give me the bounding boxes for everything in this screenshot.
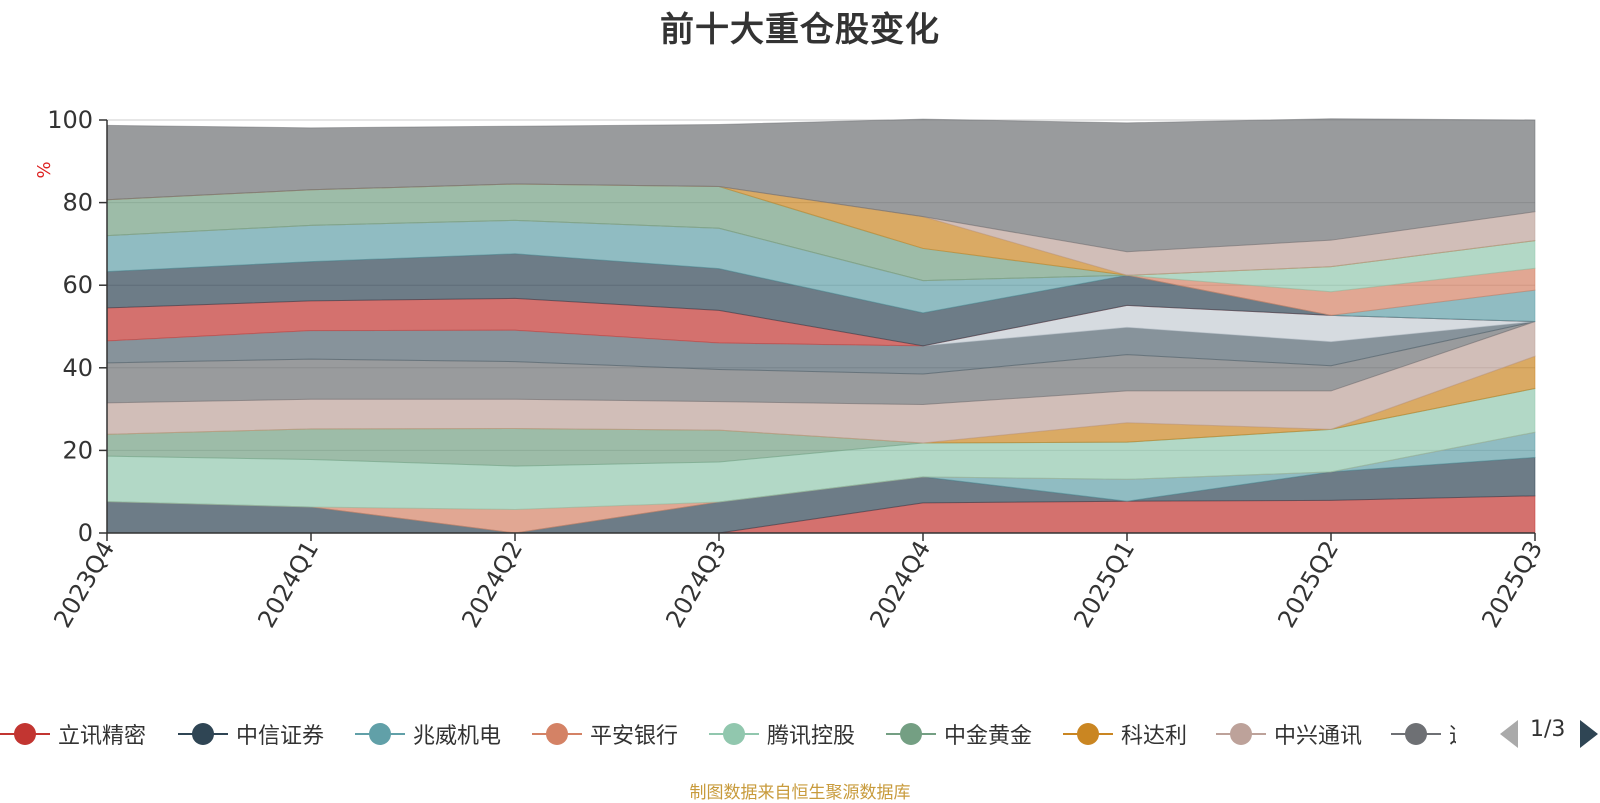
legend-item[interactable]: 兆威机电 [355, 714, 501, 754]
x-tick-label: 2023Q4 [48, 536, 120, 632]
x-tick-label: 2024Q2 [456, 536, 528, 632]
legend-label: 中兴通讯 [1274, 724, 1363, 749]
legend-item[interactable]: 中兴通讯 [1216, 714, 1362, 754]
legend-item[interactable]: 立讯精密 [0, 714, 146, 754]
legend-marker-icon [532, 719, 582, 749]
legend-label: 中信证券 [236, 724, 325, 749]
y-tick-label: 40 [62, 354, 93, 382]
legend-label: 立讯精密 [58, 724, 147, 749]
x-tick-label: 2024Q1 [252, 536, 324, 632]
legend-marker-icon [1216, 719, 1266, 749]
legend-marker-icon [0, 719, 50, 749]
y-axis-label: % [34, 161, 55, 178]
legend-marker-icon [178, 719, 228, 749]
x-tick-label: 2025Q3 [1476, 536, 1548, 632]
source-note: 制图数据来自恒生聚源数据库 [689, 783, 911, 803]
y-tick-label: 100 [47, 106, 93, 134]
legend-label: 迈瑞医疗 [1449, 718, 1456, 750]
x-tick-label: 2024Q3 [660, 536, 732, 632]
legend-page-indicator: 1/3 [1530, 717, 1566, 742]
legend-item[interactable]: 中信证券 [178, 714, 324, 754]
x-tick-label: 2025Q2 [1272, 536, 1344, 632]
chart-plot: 0 20 40 60 80 100% 2023Q4 2024Q1 2024Q2 2024Q3 202… [34, 106, 1548, 632]
legend-pager: 1/3 [1500, 714, 1600, 754]
y-tick-label: 60 [62, 271, 93, 299]
legend-label: 兆威机电 [413, 724, 502, 749]
legend-marker-icon [886, 719, 936, 749]
legend-label: 科达利 [1121, 724, 1188, 749]
legend-item[interactable]: 科达利 [1063, 714, 1187, 754]
chart-title: 前十大重仓股变化 [660, 10, 940, 50]
legend-item[interactable]: 平安银行 [532, 714, 678, 754]
y-tick-label: 0 [78, 519, 93, 547]
x-tick-label: 2025Q1 [1068, 536, 1140, 632]
y-tick-label: 20 [62, 436, 93, 464]
x-tick-label: 2024Q4 [864, 536, 936, 632]
legend-items: 立讯精密 中信证券 兆威机电 平安银行 腾讯控股 中金黄金 科达利 中兴通讯 迈瑞医疗 [0, 714, 1456, 754]
legend-item[interactable]: 迈瑞医疗 [1391, 714, 1456, 754]
legend-marker-icon [1063, 719, 1113, 749]
legend-item[interactable]: 中金黄金 [886, 714, 1032, 754]
area-series-20 [106, 118, 1536, 253]
legend-marker-icon [1391, 719, 1441, 749]
legend-prev-page-icon[interactable] [1500, 720, 1518, 748]
legend-item[interactable]: 腾讯控股 [709, 714, 855, 754]
legend-label: 中金黄金 [944, 724, 1033, 749]
legend-marker-icon [709, 719, 759, 749]
legend: 立讯精密 中信证券 兆威机电 平安银行 腾讯控股 中金黄金 科达利 中兴通讯 迈瑞医疗 1/3 [0, 714, 1600, 754]
area-layer [106, 118, 1536, 534]
legend-label: 腾讯控股 [767, 724, 856, 749]
legend-label: 平安银行 [590, 724, 679, 749]
legend-marker-icon [355, 719, 405, 749]
y-tick-label: 80 [62, 189, 93, 217]
legend-next-page-icon[interactable] [1580, 720, 1598, 748]
